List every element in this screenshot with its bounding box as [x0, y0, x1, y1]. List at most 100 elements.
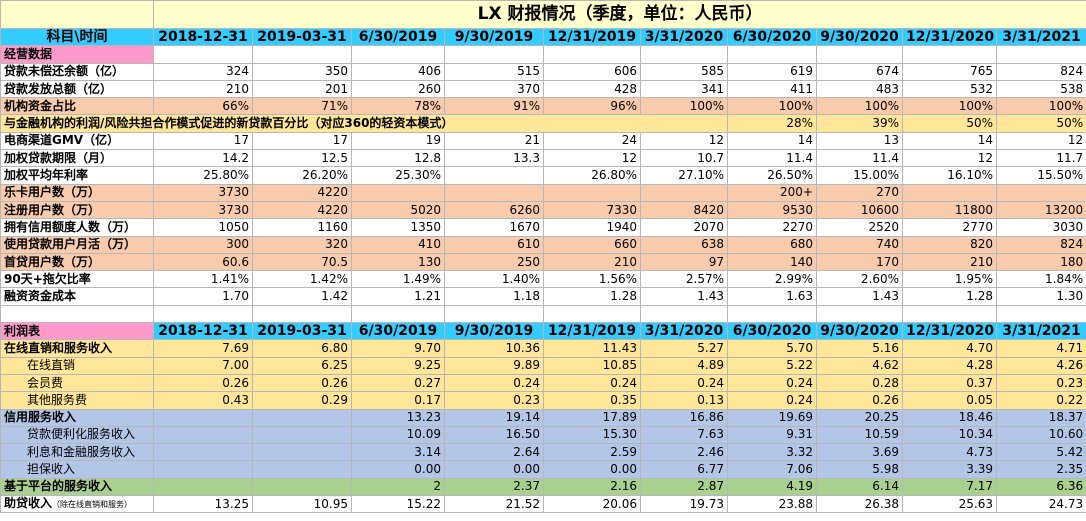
value-cell[interactable]: 140: [727, 252, 817, 272]
value-cell[interactable]: 0.27: [351, 373, 445, 393]
value-cell[interactable]: 201: [252, 79, 352, 99]
value-cell[interactable]: 10.34: [902, 425, 997, 445]
value-cell[interactable]: 6.80: [252, 339, 352, 358]
value-cell[interactable]: 5.98: [816, 460, 903, 479]
value-cell[interactable]: 0.28: [816, 373, 903, 393]
value-cell[interactable]: 0.24: [543, 373, 641, 393]
value-cell[interactable]: 21.52: [444, 495, 544, 514]
value-cell[interactable]: [902, 183, 997, 202]
value-cell[interactable]: 824: [995, 235, 1086, 254]
value-cell[interactable]: 13.25: [153, 495, 253, 514]
value-cell[interactable]: 14: [727, 131, 817, 151]
empty-cell[interactable]: [444, 45, 544, 64]
value-cell[interactable]: 350: [252, 62, 352, 81]
value-cell[interactable]: 23.88: [727, 495, 817, 514]
row-label[interactable]: 在线直销和服务收入: [0, 339, 154, 358]
row-label[interactable]: 信用服务收入: [0, 408, 154, 427]
header-row-2-label[interactable]: 利润表: [0, 322, 154, 341]
value-cell[interactable]: 170: [816, 252, 903, 272]
value-cell[interactable]: 1.70: [153, 287, 253, 306]
title-corner-cell[interactable]: [0, 0, 154, 29]
empty-cell[interactable]: [727, 45, 817, 64]
value-cell[interactable]: 0.00: [543, 460, 641, 479]
period-header[interactable]: 3/31/2020: [640, 322, 728, 341]
value-cell[interactable]: 638: [640, 235, 728, 254]
value-cell[interactable]: 7330: [543, 200, 641, 220]
value-cell[interactable]: [153, 408, 253, 427]
value-cell[interactable]: 585: [640, 62, 728, 81]
value-cell[interactable]: 0.00: [444, 460, 544, 479]
value-cell[interactable]: 5020: [351, 200, 445, 220]
value-cell[interactable]: 3730: [153, 183, 253, 202]
period-header[interactable]: 6/30/2020: [727, 27, 817, 47]
period-header[interactable]: 2019-03-31: [252, 27, 352, 47]
value-cell[interactable]: 100%: [816, 97, 903, 116]
value-cell[interactable]: 78%: [351, 97, 445, 116]
value-cell[interactable]: 7.17: [902, 477, 997, 497]
row-label[interactable]: 电商渠道GMV（亿）: [0, 131, 154, 151]
value-cell[interactable]: 1160: [252, 218, 352, 237]
value-cell[interactable]: 2770: [902, 218, 997, 237]
row-label[interactable]: 90天+拖欠比率: [0, 270, 154, 289]
value-cell[interactable]: 10.85: [543, 356, 641, 375]
value-cell[interactable]: 9.70: [351, 339, 445, 358]
value-cell[interactable]: 2070: [640, 218, 728, 237]
value-cell[interactable]: 12: [640, 131, 728, 151]
value-cell[interactable]: 100%: [640, 97, 728, 116]
value-cell[interactable]: 1.49%: [351, 270, 445, 289]
value-cell[interactable]: 0.24: [444, 373, 544, 393]
value-cell[interactable]: 1050: [153, 218, 253, 237]
value-cell[interactable]: 19.73: [640, 495, 728, 514]
period-header[interactable]: 2019-03-31: [252, 322, 352, 341]
row-label[interactable]: 基于平台的服务收入: [0, 477, 154, 497]
empty-cell[interactable]: [252, 304, 352, 324]
value-cell[interactable]: 17: [153, 131, 253, 151]
value-cell[interactable]: [444, 183, 544, 202]
value-cell[interactable]: 824: [995, 62, 1086, 81]
value-cell[interactable]: 10600: [816, 200, 903, 220]
value-cell[interactable]: 674: [816, 62, 903, 81]
value-cell[interactable]: 24.73: [995, 495, 1086, 514]
value-cell[interactable]: 2270: [727, 218, 817, 237]
empty-cell[interactable]: [153, 45, 253, 64]
value-cell[interactable]: 60.6: [153, 252, 253, 272]
value-cell[interactable]: 0.37: [902, 373, 997, 393]
value-cell[interactable]: 9.25: [351, 356, 445, 375]
value-cell[interactable]: [351, 183, 445, 202]
value-cell[interactable]: 19.14: [444, 408, 544, 427]
value-cell[interactable]: 1.18: [444, 287, 544, 306]
value-cell[interactable]: 15.22: [351, 495, 445, 514]
value-cell[interactable]: 2.60%: [816, 270, 903, 289]
value-cell[interactable]: 411: [727, 79, 817, 99]
value-cell[interactable]: 320: [252, 235, 352, 254]
value-cell[interactable]: 50%: [902, 114, 997, 133]
value-cell[interactable]: 3.14: [351, 443, 445, 462]
value-cell[interactable]: 532: [902, 79, 997, 99]
row-label[interactable]: 加权贷款期限（月）: [0, 149, 154, 168]
value-cell[interactable]: 0.23: [995, 373, 1086, 393]
row-label[interactable]: 与金融机构的利润/风险共担合作模式促进的新贷款百分比（对应360的轻资本模式）: [0, 114, 728, 133]
period-header[interactable]: 3/31/2021: [995, 27, 1086, 47]
period-header[interactable]: 6/30/2020: [727, 322, 817, 341]
value-cell[interactable]: 0.26: [816, 391, 903, 410]
value-cell[interactable]: 1670: [444, 218, 544, 237]
value-cell[interactable]: 10.60: [995, 425, 1086, 445]
value-cell[interactable]: 4.70: [902, 339, 997, 358]
value-cell[interactable]: 1.40%: [444, 270, 544, 289]
value-cell[interactable]: 14: [902, 131, 997, 151]
value-cell[interactable]: [153, 425, 253, 445]
value-cell[interactable]: 3030: [995, 218, 1086, 237]
empty-cell[interactable]: [902, 45, 997, 64]
value-cell[interactable]: 1940: [543, 218, 641, 237]
value-cell[interactable]: 19.69: [727, 408, 817, 427]
empty-cell[interactable]: [816, 45, 903, 64]
value-cell[interactable]: 3.32: [727, 443, 817, 462]
value-cell[interactable]: 10.09: [351, 425, 445, 445]
value-cell[interactable]: 1.43: [816, 287, 903, 306]
period-header[interactable]: 9/30/2019: [444, 322, 544, 341]
period-header[interactable]: 3/31/2020: [640, 27, 728, 47]
value-cell[interactable]: 10.59: [816, 425, 903, 445]
value-cell[interactable]: 2520: [816, 218, 903, 237]
value-cell[interactable]: 4.19: [727, 477, 817, 497]
value-cell[interactable]: [995, 183, 1086, 202]
